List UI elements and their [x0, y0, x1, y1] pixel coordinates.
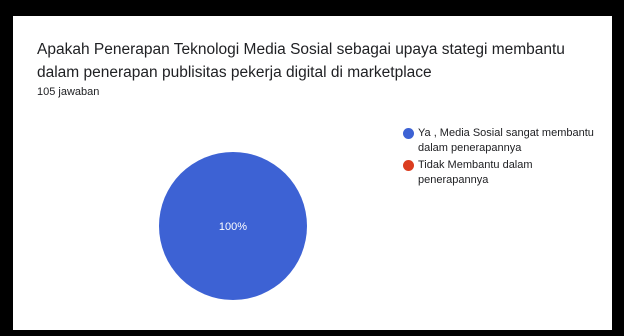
legend-item-ya[interactable]: Ya , Media Sosial sangat membantu dalam … [403, 126, 603, 156]
pie-slice[interactable] [159, 152, 307, 300]
legend-label: Tidak Membantu dalam penerapannya [418, 159, 533, 186]
pie-slices [159, 152, 307, 300]
legend-item-tidak[interactable]: Tidak Membantu dalam penerapannya [403, 158, 603, 188]
legend-dot-icon [403, 128, 414, 139]
pie-labels: 100% [219, 221, 247, 233]
question-title: Apakah Penerapan Teknologi Media Sosial … [37, 41, 565, 81]
pie-slice-label: 100% [219, 221, 247, 233]
pie-chart: 100% [159, 152, 307, 300]
response-count: 105 jawaban [37, 86, 100, 98]
legend-label: Ya , Media Sosial sangat membantu dalam … [418, 127, 594, 154]
legend-dot-icon [403, 160, 414, 171]
response-card: Apakah Penerapan Teknologi Media Sosial … [13, 16, 612, 330]
chart-legend: Ya , Media Sosial sangat membantu dalam … [403, 126, 603, 190]
